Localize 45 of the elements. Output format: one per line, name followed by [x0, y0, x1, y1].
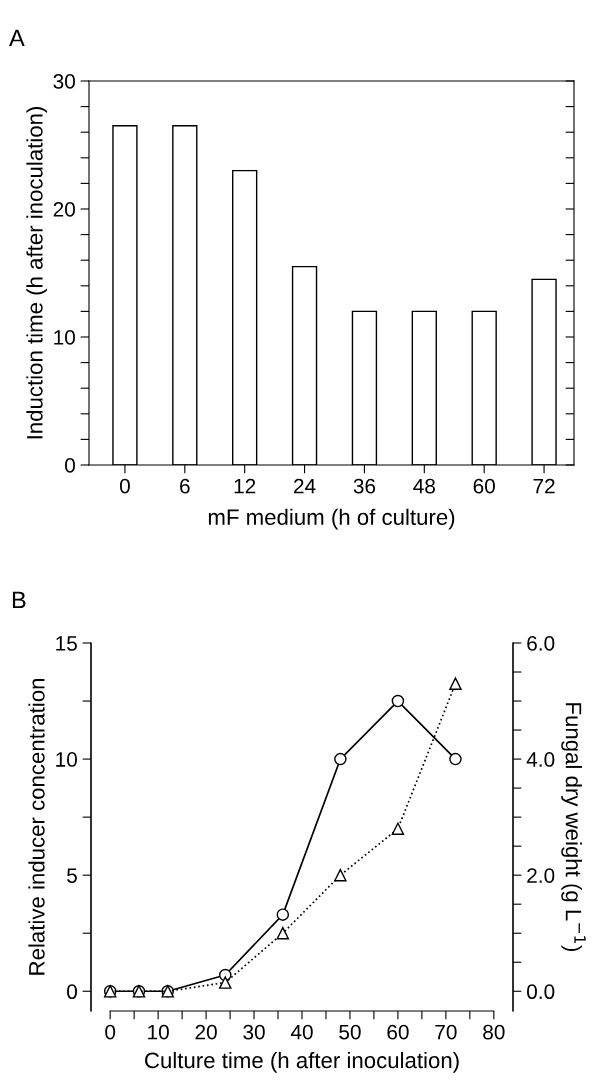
text: B — [12, 591, 26, 609]
x-tick-label: 60 — [387, 1024, 409, 1040]
point — [334, 868, 347, 882]
y-tick-label: 20 — [53, 202, 75, 217]
point — [449, 677, 462, 690]
text: A — [9, 29, 25, 47]
x-tick-label: 6 — [180, 478, 190, 494]
x-axis-title: mF medium (h of culture) — [208, 508, 455, 530]
x-tick-label: 20 — [195, 1024, 217, 1040]
x-tick-label: 48 — [413, 478, 435, 494]
x-tick-label: 70 — [435, 1024, 457, 1040]
x-tick-label: 0 — [119, 478, 130, 494]
x-tick-label: 10 — [148, 1024, 169, 1040]
y-tick-label: 10 — [56, 752, 77, 767]
point — [391, 694, 405, 708]
y-tick-label: 10 — [54, 330, 75, 345]
x-tick-label: 12 — [234, 478, 256, 494]
x-tick-label: 40 — [290, 1024, 313, 1040]
x-tick-label: 60 — [473, 478, 495, 494]
point — [449, 752, 462, 766]
y-tick-label: 0 — [65, 458, 75, 473]
point — [391, 822, 405, 835]
point — [276, 908, 290, 921]
point — [334, 752, 347, 766]
y-axis-title: Relative inducer concentration — [28, 678, 45, 975]
y2-axis-title: Fungal dry weight (g L$^{−1}$) — [561, 703, 586, 952]
point — [276, 926, 290, 940]
y-tick-label: 0 — [67, 984, 77, 1000]
x-tick-label: 80 — [483, 1024, 505, 1040]
x-tick-label: 30 — [243, 1024, 265, 1040]
point — [219, 976, 232, 989]
y2-tick-label: 4.0 — [526, 752, 555, 767]
x-tick-label: 24 — [294, 478, 316, 494]
x-tick-label: 72 — [533, 478, 555, 494]
y-axis-title: Induction time (h after inoculation) — [26, 106, 48, 439]
x-axis-title: Culture time (h after inoculation) — [145, 1051, 459, 1073]
x-tick-label: 0 — [105, 1024, 116, 1040]
y2-tick-label: 0.0 — [527, 984, 555, 1000]
y-tick-label: 5 — [67, 868, 77, 883]
x-tick-label: 50 — [339, 1024, 361, 1040]
y2-tick-label: 6.0 — [527, 636, 555, 651]
y2-tick-label: 2.0 — [527, 868, 555, 883]
y-tick-label: 30 — [53, 74, 75, 89]
y-tick-label: 15 — [56, 636, 77, 651]
x-tick-label: 36 — [353, 478, 376, 494]
